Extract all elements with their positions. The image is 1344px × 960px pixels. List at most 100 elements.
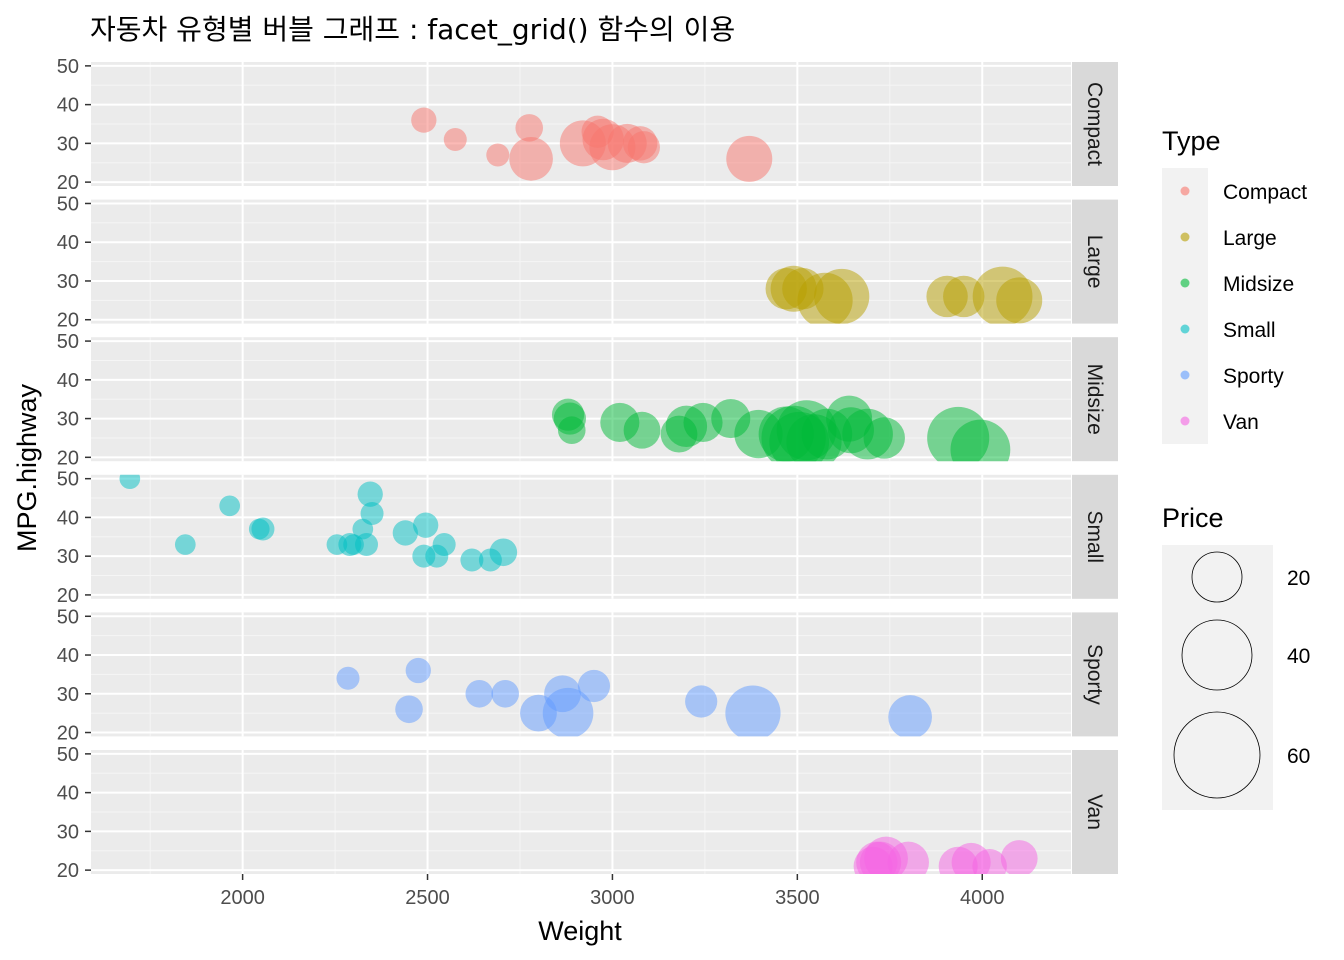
x-axis: 2000 2500 3000 3500 4000 bbox=[220, 874, 1004, 909]
data-point bbox=[996, 277, 1043, 324]
facet-strip-label: Van bbox=[1083, 794, 1106, 830]
legend-type-title: Type bbox=[1162, 126, 1221, 156]
facet-panel-compact: 20 30 40 50 Compact bbox=[57, 56, 1118, 194]
legend-size-label: 40 bbox=[1287, 645, 1310, 668]
legend-size-label: 20 bbox=[1287, 567, 1310, 590]
facet-panel-van: 20 30 40 50 Van bbox=[57, 744, 1118, 882]
data-point bbox=[887, 841, 929, 874]
facet-strip-label: Small bbox=[1083, 511, 1106, 564]
data-point bbox=[119, 474, 141, 490]
legend-size-key bbox=[1181, 619, 1253, 691]
facet-strip-label: Large bbox=[1083, 235, 1106, 289]
y-tick-label: 40 bbox=[57, 507, 79, 529]
y-tick-label: 30 bbox=[57, 821, 79, 843]
points-small bbox=[119, 474, 518, 572]
legend-label-midsize: Midsize bbox=[1223, 273, 1294, 296]
y-tick-label: 20 bbox=[57, 172, 79, 194]
data-point bbox=[460, 548, 484, 572]
points-midsize bbox=[551, 395, 1011, 462]
y-tick-label: 40 bbox=[57, 783, 79, 805]
data-point bbox=[509, 137, 553, 181]
x-tick-label: 2500 bbox=[405, 887, 450, 909]
data-point bbox=[360, 502, 384, 526]
facet-strip-label: Compact bbox=[1083, 82, 1106, 166]
legend-label-large: Large bbox=[1223, 227, 1277, 250]
x-tick-label: 3500 bbox=[775, 887, 820, 909]
legend-label-van: Van bbox=[1223, 411, 1259, 434]
points-sporty bbox=[336, 657, 932, 737]
data-point bbox=[627, 131, 660, 164]
y-tick-label: 30 bbox=[57, 409, 79, 431]
data-point bbox=[357, 481, 383, 507]
data-point bbox=[863, 417, 905, 459]
y-tick-label: 20 bbox=[57, 723, 79, 745]
legend-price-title: Price bbox=[1162, 503, 1224, 533]
data-point bbox=[726, 135, 773, 182]
y-tick-label: 40 bbox=[57, 232, 79, 254]
y-tick-label: 50 bbox=[57, 331, 79, 353]
data-point bbox=[219, 495, 241, 517]
x-tick-label: 4000 bbox=[960, 887, 1005, 909]
data-point bbox=[486, 143, 510, 167]
legend-size-key bbox=[1173, 711, 1261, 799]
legend-key-small bbox=[1180, 324, 1190, 334]
legend-label-small: Small bbox=[1223, 319, 1276, 342]
data-point bbox=[623, 411, 661, 449]
legend-key-compact bbox=[1180, 186, 1190, 196]
legend-key-midsize bbox=[1180, 278, 1190, 288]
data-point bbox=[888, 695, 932, 737]
data-point bbox=[392, 520, 418, 546]
points-van bbox=[853, 836, 1038, 874]
facet-panels: 20 30 40 50 Compact 20 30 40 50 Large 20 30 40 50 Mids… bbox=[57, 56, 1118, 882]
data-point bbox=[174, 534, 196, 555]
facet-strip bbox=[1072, 62, 1118, 186]
facet-strip bbox=[1072, 337, 1118, 462]
legend-type: Type Compact Large Midsize Small Sporty Van bbox=[1162, 126, 1307, 444]
facet-panel-midsize: 20 30 40 50 Midsize bbox=[57, 331, 1118, 469]
facet-strip bbox=[1072, 750, 1118, 874]
data-point bbox=[557, 416, 586, 445]
data-point bbox=[515, 114, 544, 142]
x-tick-label: 2000 bbox=[220, 887, 265, 909]
y-tick-label: 50 bbox=[57, 744, 79, 766]
y-tick-label: 30 bbox=[57, 684, 79, 706]
legend-key-large bbox=[1180, 232, 1190, 242]
data-point bbox=[491, 679, 519, 708]
y-tick-label: 20 bbox=[57, 585, 79, 607]
legend-key-sporty bbox=[1180, 370, 1190, 380]
facet-strip bbox=[1072, 474, 1118, 599]
x-axis-label: Weight bbox=[538, 916, 622, 946]
data-point bbox=[465, 679, 494, 708]
facet-strip-label: Sporty bbox=[1083, 644, 1106, 705]
data-point bbox=[405, 657, 431, 684]
legend-size-background bbox=[1162, 545, 1273, 810]
data-point bbox=[355, 533, 379, 557]
facet-panel-large: 20 30 40 50 Large bbox=[57, 193, 1118, 332]
points-large bbox=[765, 265, 1043, 324]
y-tick-label: 20 bbox=[57, 310, 79, 332]
data-point bbox=[725, 685, 781, 737]
facet-strip-label: Midsize bbox=[1083, 364, 1106, 435]
y-tick-label: 50 bbox=[57, 193, 79, 215]
data-point bbox=[685, 685, 718, 718]
y-tick-label: 40 bbox=[57, 95, 79, 117]
facet-strip bbox=[1072, 199, 1118, 324]
y-tick-label: 40 bbox=[57, 645, 79, 667]
legend-key-background bbox=[1162, 168, 1208, 444]
y-tick-label: 20 bbox=[57, 860, 79, 882]
facet-strip bbox=[1072, 612, 1118, 737]
y-axis-label: MPG.highway bbox=[12, 383, 42, 552]
y-tick-label: 20 bbox=[57, 447, 79, 469]
y-tick-label: 30 bbox=[57, 133, 79, 155]
points-compact bbox=[411, 107, 773, 182]
y-tick-label: 30 bbox=[57, 271, 79, 293]
legend-size-key bbox=[1191, 551, 1243, 603]
y-tick-label: 30 bbox=[57, 546, 79, 568]
data-point bbox=[814, 268, 870, 324]
facet-panel-small: 20 30 40 50 Small bbox=[57, 469, 1118, 607]
data-point bbox=[336, 666, 360, 690]
x-tick-label: 3000 bbox=[590, 887, 635, 909]
data-point bbox=[1000, 840, 1038, 874]
legend-label-sporty: Sporty bbox=[1223, 365, 1284, 388]
